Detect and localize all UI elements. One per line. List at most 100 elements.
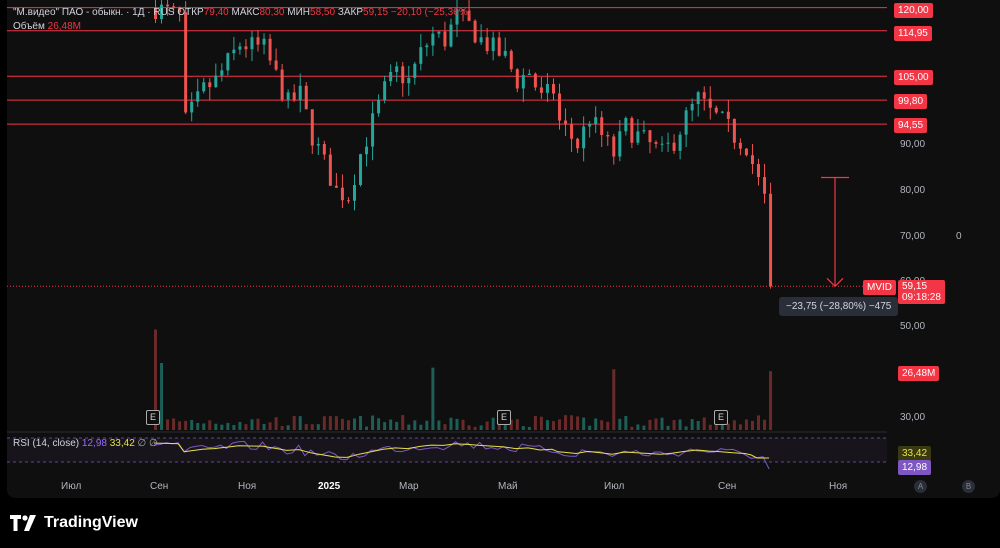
candle-body xyxy=(624,118,628,132)
volume-bar xyxy=(292,415,296,430)
candle-body xyxy=(708,98,712,108)
volume-bar xyxy=(684,426,688,430)
volume-bar xyxy=(455,418,459,430)
volume-bar xyxy=(232,425,236,430)
chart-area[interactable]: "М.видео" ПАО - обыкн. · 1Д · RUS ОТКР79… xyxy=(7,0,1000,498)
volume-bar xyxy=(226,422,230,430)
candle-body xyxy=(684,110,688,135)
volume-bar xyxy=(763,419,767,430)
event-marker[interactable]: E xyxy=(714,410,728,425)
volume-bar xyxy=(497,424,501,430)
low-value: 58,50 xyxy=(310,7,336,18)
candle-body xyxy=(714,107,718,113)
candle-body xyxy=(208,82,212,88)
volume-bar xyxy=(630,426,634,430)
volume-bar xyxy=(395,421,399,430)
price-tick-50: 50,00 xyxy=(900,321,926,332)
volume-bar xyxy=(328,416,332,430)
volume-bar xyxy=(660,417,664,430)
volume-bar xyxy=(672,420,676,430)
candle-body xyxy=(515,69,519,89)
volume-bar xyxy=(461,419,465,430)
candle-body xyxy=(757,164,760,178)
candle-body xyxy=(654,142,658,144)
event-marker[interactable]: E xyxy=(146,410,160,425)
countdown: 09:18:28 xyxy=(902,292,941,303)
volume-bar xyxy=(322,416,326,430)
volume-bar xyxy=(178,421,182,430)
volume-value: 26,48M xyxy=(47,21,82,32)
volume-bar xyxy=(208,420,212,430)
rsi-header[interactable]: RSI (14, close) 12,98 33,42 ∅ ∅ xyxy=(13,438,158,449)
candle-body xyxy=(503,50,507,56)
price-tick-80: 80,00 xyxy=(900,185,926,196)
volume-bar xyxy=(702,417,706,430)
volume-bar xyxy=(582,417,586,430)
volume-bar xyxy=(160,362,164,430)
rsi-line xyxy=(153,440,770,470)
price-chart[interactable] xyxy=(7,0,1000,498)
volume-bar xyxy=(154,329,157,430)
volume-bar xyxy=(726,423,730,430)
candle-body xyxy=(214,75,218,88)
candle-body xyxy=(322,144,326,155)
volume-bar xyxy=(527,426,531,430)
level-label-105[interactable]: 105,00 xyxy=(894,70,933,85)
candle-body xyxy=(383,81,387,101)
candle-body xyxy=(280,69,284,100)
volume-bar xyxy=(509,419,513,430)
level-label-114[interactable]: 114,95 xyxy=(894,26,932,41)
candle-body xyxy=(473,20,477,43)
candle-body xyxy=(558,93,562,121)
rsi-ma-tag: 33,42 xyxy=(898,446,932,461)
volume-bar xyxy=(654,418,658,430)
time-tick: 2025 xyxy=(318,481,341,492)
volume-bar xyxy=(316,424,320,430)
volume-bar xyxy=(365,426,369,430)
level-label-120[interactable]: 120,00 xyxy=(894,3,933,18)
candle-body xyxy=(696,92,700,104)
volume-bar xyxy=(744,419,748,430)
volume-bar xyxy=(449,417,453,430)
volume-bar xyxy=(244,424,248,430)
candle-body xyxy=(726,111,730,119)
candle-body xyxy=(744,148,748,156)
volume-bar xyxy=(473,426,477,430)
volume-bar xyxy=(256,418,260,430)
time-tick: Ноя xyxy=(238,481,257,492)
level-label-94[interactable]: 94,55 xyxy=(894,118,928,133)
candle-body xyxy=(389,72,393,82)
volume-bar xyxy=(479,425,483,430)
volume-bar xyxy=(690,419,694,430)
time-tick: Июл xyxy=(61,481,82,492)
volume-bar xyxy=(708,424,712,430)
measure-tooltip: −23,75 (−28,80%) −475 xyxy=(779,297,899,316)
volume-bar xyxy=(383,422,387,430)
volume-bar xyxy=(214,423,218,430)
rsi-extra: ∅ ∅ xyxy=(137,438,158,449)
log-scale-button[interactable]: B xyxy=(962,480,975,493)
candle-body xyxy=(196,91,200,102)
tradingview-logo[interactable]: TradingView xyxy=(10,514,138,532)
candle-body xyxy=(648,130,652,143)
volume-bar xyxy=(286,425,290,430)
volume-bar xyxy=(196,422,200,430)
candle-body xyxy=(334,185,338,188)
candle-body xyxy=(238,46,242,50)
volume-bar xyxy=(437,420,441,430)
volume-bar xyxy=(732,420,736,430)
candle-body xyxy=(564,120,568,125)
price-tick-70: 70,00 xyxy=(900,231,926,242)
event-marker[interactable]: E xyxy=(497,410,511,425)
candle-body xyxy=(202,82,206,92)
candle-body xyxy=(678,134,682,151)
candle-body xyxy=(763,177,767,194)
price-tick-90: 90,00 xyxy=(900,139,926,150)
auto-scale-button[interactable]: A xyxy=(914,480,927,493)
volume-bar xyxy=(738,424,742,430)
candle-body xyxy=(582,126,586,149)
level-label-99[interactable]: 99,80 xyxy=(894,94,928,109)
volume-bar xyxy=(757,415,760,430)
symbol-tag: MVID xyxy=(863,280,896,295)
candle-body xyxy=(352,185,356,201)
